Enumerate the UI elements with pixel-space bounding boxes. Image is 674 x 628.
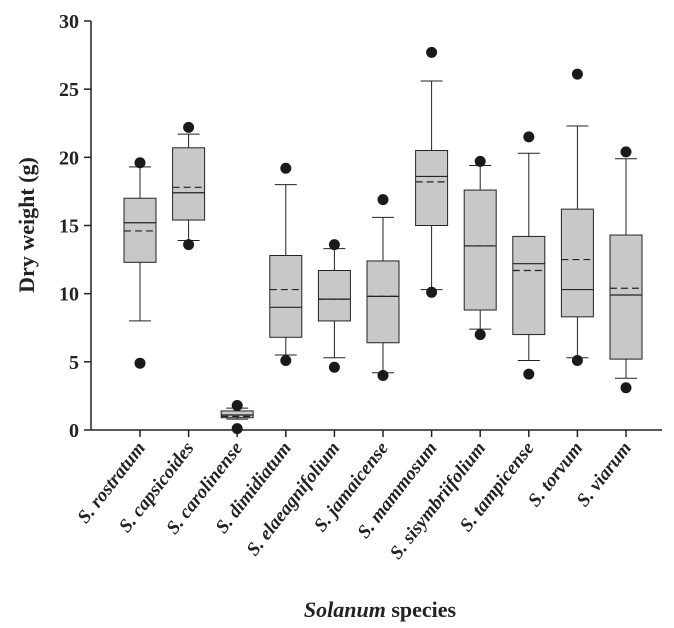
y-tick-label: 30 — [59, 11, 79, 33]
box-11 — [609, 146, 643, 394]
y-tick-label: 25 — [59, 79, 79, 101]
box-plot-series — [123, 46, 643, 435]
y-axis-title: Dry weight (g) — [14, 157, 39, 293]
outlier-point — [280, 354, 292, 366]
outlier-point — [620, 382, 632, 394]
iqr-box — [512, 235, 546, 336]
x-axis-title-genus: Solanum — [304, 597, 386, 622]
box-3 — [220, 399, 254, 435]
outlier-point — [474, 329, 486, 341]
outlier-point — [474, 155, 486, 167]
iqr-box — [269, 254, 303, 338]
x-axis-title: Solanum species — [304, 597, 457, 622]
outlier-point — [231, 399, 243, 411]
outlier-point — [134, 157, 146, 169]
x-axis-title-suffix: species — [386, 597, 457, 622]
outlier-point — [328, 239, 340, 251]
outlier-point — [183, 239, 195, 251]
iqr-box — [123, 197, 157, 263]
outlier-point — [134, 357, 146, 369]
outlier-point — [183, 121, 195, 133]
outlier-point — [523, 368, 535, 380]
x-axis — [91, 429, 662, 437]
outlier-point — [571, 68, 583, 80]
box-2 — [172, 121, 206, 251]
iqr-box — [317, 269, 351, 322]
box-1 — [123, 157, 157, 369]
iqr-box — [172, 147, 206, 221]
y-tick-label: 10 — [59, 284, 79, 306]
outlier-point — [426, 286, 438, 298]
box-6 — [366, 194, 400, 381]
iqr-box — [609, 234, 643, 360]
box-7 — [415, 46, 449, 298]
outlier-point — [377, 369, 389, 381]
y-axis: 0 5 10 15 20 25 30 — [59, 11, 92, 442]
outlier-point — [377, 194, 389, 206]
outlier-point — [231, 423, 243, 435]
y-tick-label: 5 — [69, 352, 79, 374]
box-4 — [269, 162, 303, 366]
iqr-box — [463, 189, 497, 311]
outlier-point — [280, 162, 292, 174]
iqr-box — [415, 150, 449, 226]
box-9 — [512, 131, 546, 380]
y-tick-label: 20 — [59, 147, 79, 169]
outlier-point — [571, 354, 583, 366]
outlier-point — [620, 146, 632, 158]
iqr-box — [366, 260, 400, 344]
y-tick-label: 0 — [69, 420, 79, 442]
outlier-point — [523, 131, 535, 143]
y-tick-label: 15 — [59, 216, 79, 238]
box-5 — [317, 239, 351, 373]
iqr-box — [560, 208, 594, 318]
box-8 — [463, 155, 497, 341]
outlier-point — [328, 361, 340, 373]
outlier-point — [426, 46, 438, 58]
box-10 — [560, 68, 594, 366]
